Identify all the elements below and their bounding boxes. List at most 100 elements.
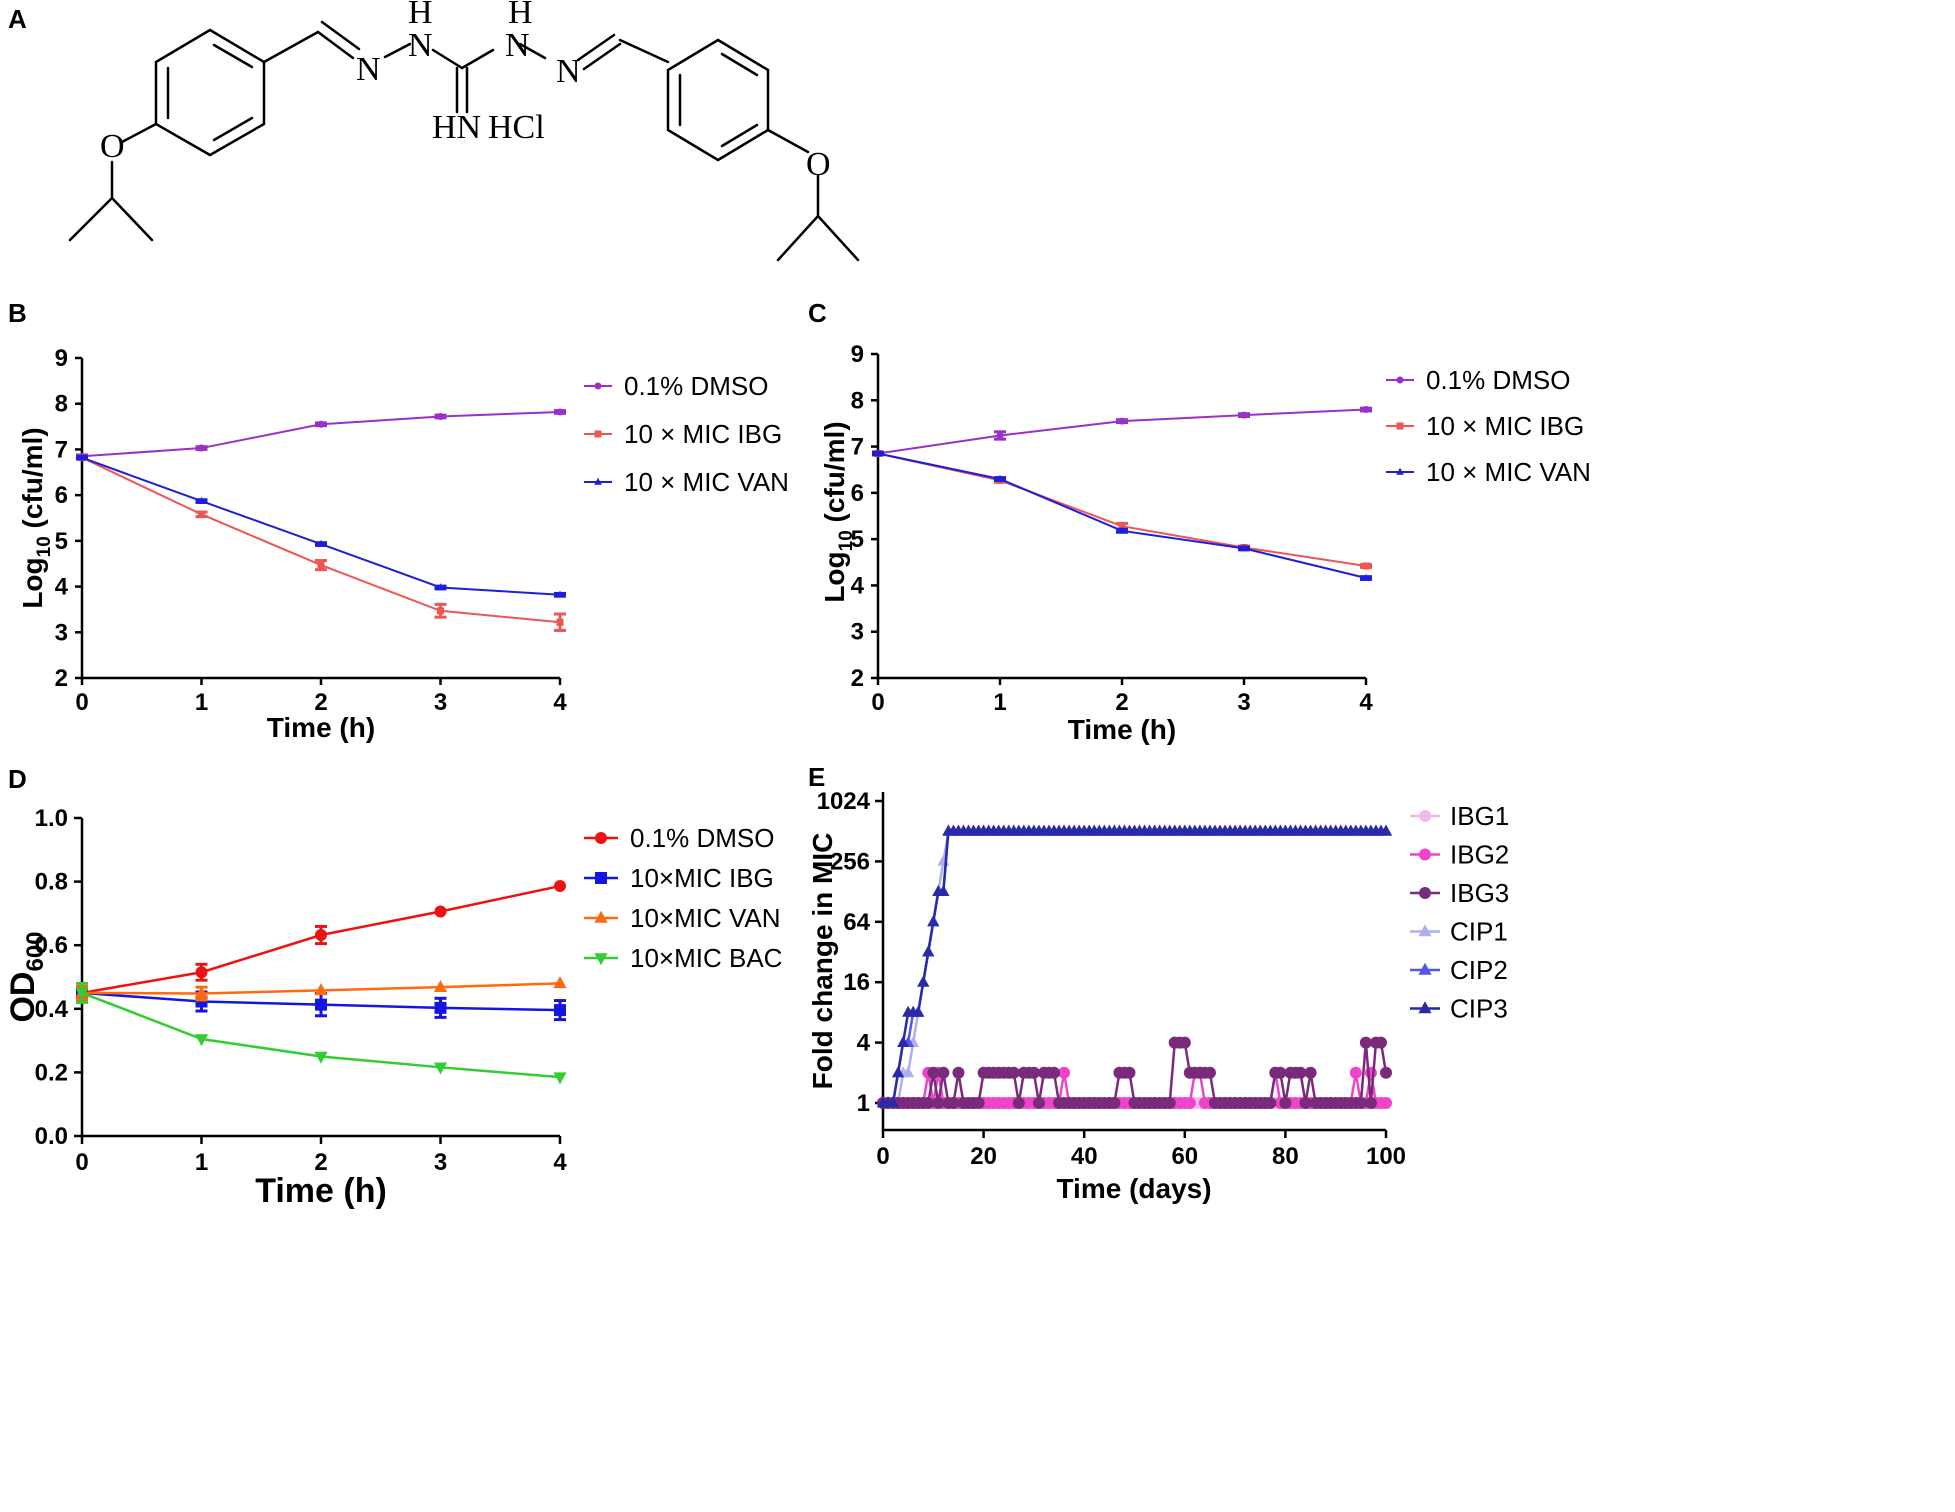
chart-c-legend-label: 10 × MIC VAN (1426, 457, 1591, 487)
chart-c-y-tick-label: 2 (851, 665, 864, 692)
atom-nh-right: N (505, 27, 530, 64)
right-ring-bond (666, 38, 770, 162)
panel-letter-a: A (8, 4, 27, 34)
chart-b-series-line (81, 410, 561, 458)
chart-d-legend-label: 0.1% DMSO (630, 823, 775, 853)
chart-b-series: 0.1% DMSO 10 × MIC IBG 10 × MIC VAN (76, 371, 789, 632)
chart-d-data-point (433, 1062, 448, 1075)
chart-e-data-point (1032, 1097, 1045, 1109)
chart-c-y-tick-label: 5 (851, 526, 864, 553)
chart-e: 0 20 40 60 80 100 1 4 16 64 256 1024 IBG1 IBG2 IBG3 CI… (807, 788, 1509, 1204)
chart-c-series-line (877, 408, 1367, 455)
chart-e-legend-marker (1418, 1001, 1432, 1014)
chart-c-y-tick-label: 8 (851, 387, 864, 414)
chart-e-data-point (1294, 1066, 1307, 1079)
chart-e-y-tick-label: 16 (843, 969, 870, 996)
atom-hn: HN (432, 109, 481, 146)
chart-d-data-point (433, 979, 448, 992)
chart-c-data-point (1362, 562, 1370, 570)
chart-b-data-point (317, 561, 325, 569)
chart-e-data-point (972, 1097, 985, 1109)
chart-c-x-tick-label: 1 (993, 689, 1006, 716)
chart-b-y-tick-label: 8 (55, 391, 68, 418)
chart-e-data-point (927, 1066, 940, 1079)
chart-d-data-point (195, 966, 208, 979)
chart-e-data-point (1264, 1097, 1277, 1109)
chart-e-series-line (883, 829, 1386, 1105)
chart-b-ticks: 0 1 2 3 4 2 3 4 5 6 7 8 9 (55, 345, 568, 716)
chart-c-data-point (1118, 526, 1126, 534)
chart-b-series-line (81, 456, 561, 596)
chart-e-data-point (922, 945, 935, 957)
chart-c-legend-label: 10 × MIC IBG (1426, 411, 1584, 441)
chart-d-x-tick-label: 3 (434, 1149, 447, 1176)
chart-b-data-point (556, 408, 564, 416)
chart-c-data-point (1362, 406, 1370, 414)
chart-d-legend-label: 10×MIC VAN (630, 903, 781, 933)
chart-c-y-tick-label: 9 (851, 341, 864, 368)
chart-e-data-point (917, 975, 930, 987)
chart-e-data-point (1178, 1036, 1191, 1049)
chart-e-y-tick-label: 256 (830, 848, 870, 875)
chart-e-data-point (887, 1096, 900, 1108)
chart-e-x-tick-label: 20 (970, 1143, 997, 1170)
chart-e-data-point (937, 885, 950, 896)
chemical-structure: A H N H N N N O O HN HCl (8, 0, 860, 262)
chart-e-legend-marker (1419, 848, 1431, 861)
chart-b-y-tick-label: 7 (55, 436, 68, 463)
chart-c-legend-label: 0.1% DMSO (1426, 365, 1571, 395)
chart-b: 0 1 2 3 4 2 3 4 5 6 7 8 9 0.1% DMSO 10 × MIC IBG 10 × … (17, 345, 789, 743)
chart-d-legend-marker (595, 872, 607, 884)
chart-b-legend-marker (594, 382, 602, 390)
chart-e-data-point (1359, 1036, 1372, 1049)
chart-d-x-tick-label: 4 (553, 1149, 567, 1176)
chart-b-x-tick-label: 2 (314, 689, 327, 716)
chart-b-data-point (437, 413, 444, 421)
left-hydrazine-bond (383, 42, 412, 59)
left-ether-bond (120, 122, 158, 144)
chart-d-data-point (194, 1034, 209, 1047)
chart-e-x-tick-label: 100 (1366, 1143, 1406, 1170)
chart-b-data-point (78, 453, 86, 461)
chart-e-legend-marker (1419, 887, 1431, 899)
chart-e-series-line (883, 829, 1386, 1105)
chart-e-data-point (1027, 1066, 1040, 1079)
chart-e-data-point (1108, 1097, 1121, 1109)
chart-e-data-point (952, 1066, 965, 1079)
chart-c-y-tick-label: 4 (851, 572, 865, 599)
chart-c-legend-marker (1396, 422, 1404, 430)
chart-e-data-point (912, 1005, 925, 1017)
chart-c-data-point (996, 474, 1004, 482)
center-imine-bond (455, 66, 469, 114)
left-ring-inner-bond (166, 43, 254, 142)
right-chain-bond (618, 38, 670, 64)
chart-b-data-point (556, 618, 564, 626)
chart-e-data-point (1048, 1066, 1061, 1079)
chart-c-x-tick-label: 3 (1237, 689, 1250, 716)
chart-d-series: 0.1% DMSO 10×MIC IBG 10×MIC VAN 10×MIC BAC (75, 823, 782, 1085)
right-ether-bond (766, 128, 810, 154)
chart-c-data-point (1240, 544, 1248, 552)
chart-b-data-point (197, 496, 206, 504)
chart-d-data-point (315, 998, 327, 1011)
chart-e-data-point (932, 1097, 945, 1109)
chart-e-x-tick-label: 0 (876, 1143, 889, 1170)
chart-c-series-line (877, 452, 1367, 579)
chart-d-y-tick-label: 0.8 (35, 869, 68, 896)
chart-b-x-tick-label: 4 (553, 689, 567, 716)
chart-c-data-point (874, 449, 882, 457)
chart-b-legend-marker (594, 477, 602, 485)
chart-e-data-point (1163, 1097, 1176, 1109)
chart-d-y-tick-label: 0.2 (35, 1059, 68, 1086)
chart-d-data-point (434, 1001, 447, 1014)
chart-e-data-point (1012, 1097, 1025, 1109)
chart-b-data-point (436, 583, 445, 591)
chart-e-legend-label: CIP3 (1450, 994, 1508, 1024)
chart-d-x-tick-label: 0 (75, 1149, 88, 1176)
chart-e-data-point (1058, 1066, 1071, 1079)
chart-d-legend-marker (594, 953, 608, 966)
chart-d-data-point (315, 929, 327, 942)
chart-c-x-tick-label: 4 (1359, 689, 1373, 716)
chart-b-legend-label: 10 × MIC IBG (624, 419, 782, 449)
chart-e-data-point (1279, 1097, 1292, 1109)
